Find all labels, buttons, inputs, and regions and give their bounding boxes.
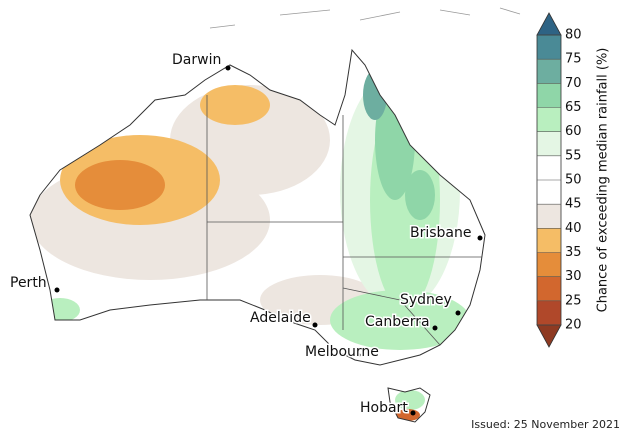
colorbar-swatch: [537, 107, 561, 132]
city-label: Melbourne: [305, 344, 379, 360]
colorbar-tick-label: 25: [565, 293, 582, 308]
city-label: Canberra: [365, 314, 430, 330]
colorbar-tick-label: 60: [565, 124, 582, 139]
colorbar-over-arrow: [536, 12, 562, 36]
colorbar-tick-label: 50: [565, 173, 582, 188]
city-label: Hobart: [360, 400, 408, 416]
rainfall-field: [30, 70, 470, 421]
colorbar-swatch: [537, 276, 561, 301]
colorbar-tick-label: 65: [565, 100, 582, 115]
colorbar-under-arrow: [536, 324, 562, 348]
city-label: Adelaide: [250, 310, 311, 326]
city-dots: [54, 65, 483, 416]
outline-islands: [209, 7, 521, 29]
colorbar-tick-label: 45: [565, 197, 582, 212]
issued-date: Issued: 25 November 2021: [471, 418, 620, 431]
colorbar-tick-label: 20: [565, 318, 582, 333]
city-label: Brisbane: [410, 225, 472, 241]
colorbar-title: Chance of exceeding median rainfall (%): [596, 48, 611, 313]
colorbar-swatch: [537, 228, 561, 253]
colorbar-tick-label: 40: [565, 221, 582, 236]
colorbar-tick-label: 80: [565, 28, 582, 43]
colorbar-tick-label: 55: [565, 148, 582, 163]
colorbar-swatch: [537, 155, 561, 180]
colorbar-swatch: [537, 204, 561, 229]
colorbar-swatch: [537, 35, 561, 60]
colorbar-swatch: [537, 300, 561, 325]
colorbar-tick-label: 75: [565, 52, 582, 67]
city-label: Sydney: [400, 292, 452, 308]
colorbar-swatch: [537, 252, 561, 277]
colorbar-swatch: [537, 59, 561, 84]
colorbar-swatch: [537, 180, 561, 205]
colorbar-swatch: [537, 83, 561, 108]
state-borders: [206, 95, 482, 346]
colorbar-tick-label: 70: [565, 76, 582, 91]
colorbar-tick-label: 35: [565, 245, 582, 260]
colorbar-swatch: [537, 131, 561, 156]
city-label: Darwin: [172, 52, 221, 68]
city-label: Perth: [10, 275, 47, 291]
colorbar-tick-label: 30: [565, 269, 582, 284]
